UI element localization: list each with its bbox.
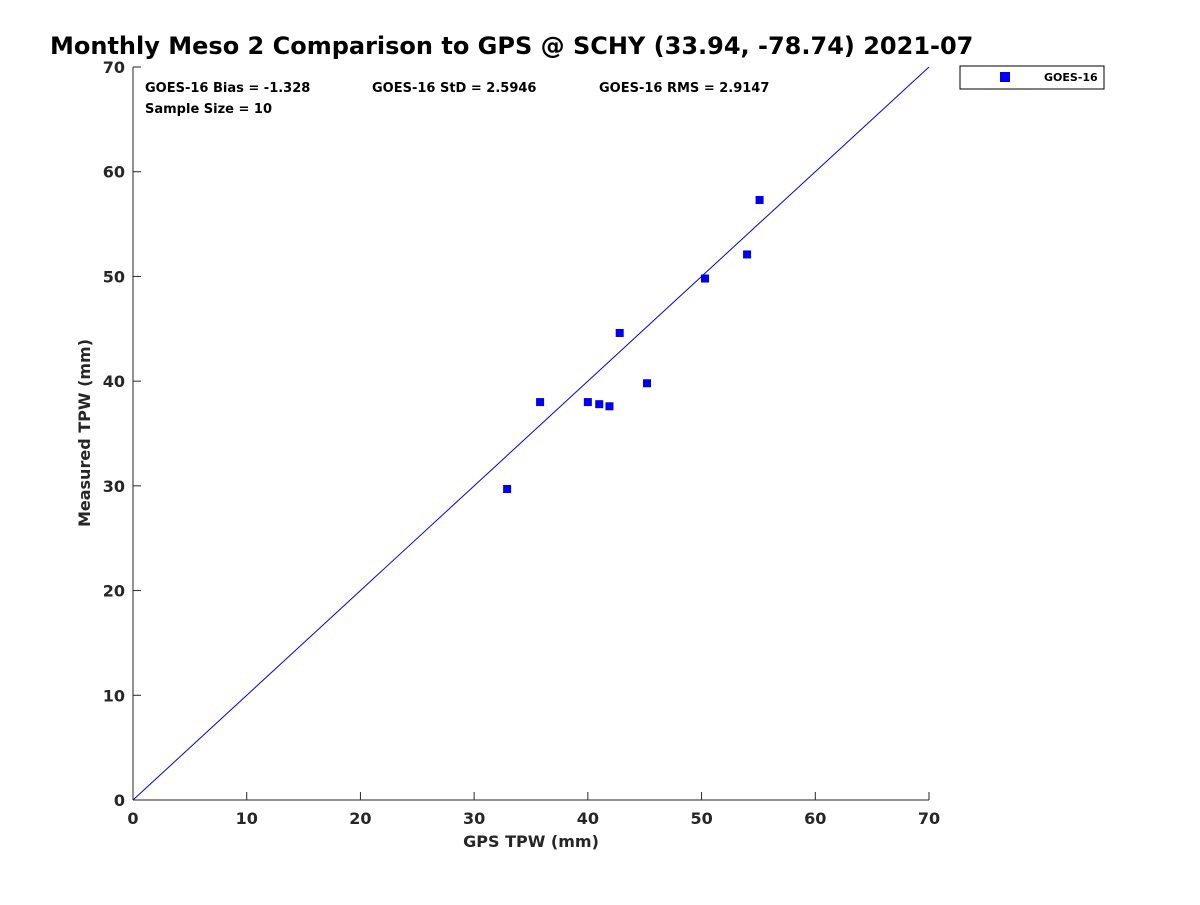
y-axis-label: Measured TPW (mm) — [75, 339, 94, 527]
data-point-goes-16 — [743, 250, 752, 259]
data-point-goes-16 — [700, 274, 709, 283]
stat-sample-size: Sample Size = 10 — [145, 102, 272, 117]
y-tick-label: 10 — [103, 686, 125, 705]
stat-std: GOES-16 StD = 2.5946 — [372, 81, 536, 96]
x-tick-label: 20 — [349, 809, 371, 828]
y-tick-label: 20 — [103, 582, 125, 601]
data-point-goes-16 — [755, 195, 764, 204]
x-axis-label: GPS TPW (mm) — [463, 832, 599, 851]
data-points — [503, 195, 764, 493]
one-to-one-reference-line — [132, 66, 930, 801]
data-point-goes-16 — [503, 484, 512, 493]
y-tick-label: 0 — [114, 791, 125, 810]
data-point-goes-16 — [536, 398, 545, 407]
x-tick-label: 50 — [690, 809, 712, 828]
y-tick-label: 60 — [103, 163, 125, 182]
x-tick-label: 30 — [463, 809, 485, 828]
legend-marker-goes-16 — [1000, 72, 1010, 82]
chart-title: Monthly Meso 2 Comparison to GPS @ SCHY … — [50, 32, 973, 60]
axes: 0 10 20 30 40 50 60 70 0 10 20 30 40 50 60 70 — [103, 58, 940, 828]
y-tick-label: 40 — [103, 372, 125, 391]
legend-box — [959, 65, 1105, 90]
legend-label-goes-16: GOES-16 — [1044, 71, 1098, 84]
data-point-goes-16 — [595, 400, 604, 409]
data-point-goes-16 — [642, 379, 651, 388]
data-point-goes-16 — [583, 398, 592, 407]
data-point-goes-16 — [615, 328, 624, 337]
y-tick-label: 30 — [103, 477, 125, 496]
stat-rms: GOES-16 RMS = 2.9147 — [599, 81, 769, 96]
x-tick-label: 60 — [804, 809, 826, 828]
y-tick-label: 50 — [103, 267, 125, 286]
stat-bias: GOES-16 Bias = -1.328 — [145, 81, 310, 96]
x-tick-label: 40 — [577, 809, 599, 828]
x-tick-label: 10 — [236, 809, 258, 828]
y-tick-label: 70 — [103, 58, 125, 77]
reference-line-group — [132, 66, 930, 801]
data-point-goes-16 — [605, 402, 614, 411]
legend: GOES-16 — [959, 65, 1105, 90]
x-tick-label: 70 — [918, 809, 940, 828]
x-tick-label: 0 — [127, 809, 138, 828]
